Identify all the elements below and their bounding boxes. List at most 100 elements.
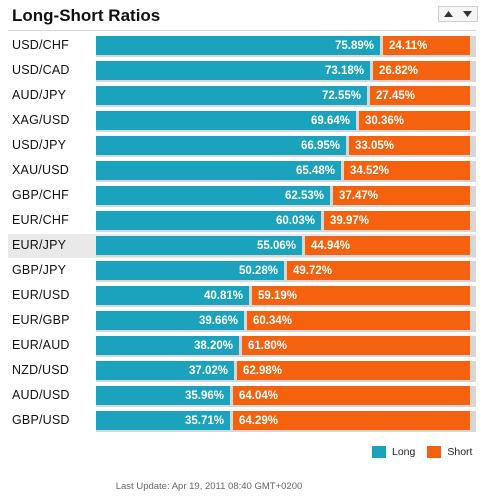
header-divider: [8, 30, 476, 31]
long-bar: 66.95%: [96, 136, 346, 155]
short-percent: 61.80%: [248, 339, 288, 352]
ratio-bar: 50.28% 49.72%: [96, 261, 476, 282]
short-percent: 49.72%: [293, 264, 333, 277]
short-percent: 27.45%: [376, 89, 416, 102]
short-bar: 62.98%: [237, 361, 470, 380]
short-bar: 61.80%: [242, 336, 470, 355]
long-percent: 38.20%: [193, 339, 233, 352]
pair-label: NZD/USD: [12, 363, 69, 377]
long-bar: 39.66%: [96, 311, 244, 330]
short-bar: 44.94%: [305, 236, 470, 255]
short-bar: 26.82%: [373, 61, 470, 80]
legend-label-long: Long: [392, 446, 416, 458]
ratio-row[interactable]: XAU/USD 65.48% 34.52%: [0, 159, 482, 184]
long-percent: 35.71%: [184, 414, 224, 427]
pair-label: USD/CAD: [12, 63, 70, 77]
ratio-row[interactable]: USD/JPY 66.95% 33.05%: [0, 134, 482, 159]
ratio-row[interactable]: GBP/USD 35.71% 64.29%: [0, 409, 482, 434]
ratio-bar: 72.55% 27.45%: [96, 86, 476, 107]
ratio-row[interactable]: USD/CHF 75.89% 24.11%: [0, 34, 482, 59]
long-bar: 37.02%: [96, 361, 234, 380]
page-title: Long-Short Ratios: [12, 6, 161, 25]
ratio-bar: 35.71% 64.29%: [96, 411, 476, 432]
ratio-row[interactable]: EUR/AUD 38.20% 61.80%: [0, 334, 482, 359]
short-bar: 33.05%: [349, 136, 470, 155]
ratio-row[interactable]: GBP/JPY 50.28% 49.72%: [0, 259, 482, 284]
long-bar: 55.06%: [96, 236, 302, 255]
pair-label: AUD/JPY: [12, 88, 67, 102]
pair-label: EUR/USD: [12, 288, 70, 302]
legend-swatch-short: [427, 446, 442, 458]
ratio-bar: 38.20% 61.80%: [96, 336, 476, 357]
pair-label: GBP/CHF: [12, 188, 69, 202]
long-percent: 72.55%: [321, 89, 361, 102]
pair-label: EUR/GBP: [12, 313, 70, 327]
long-bar: 69.64%: [96, 111, 356, 130]
short-percent: 59.19%: [258, 289, 298, 302]
short-bar: 37.47%: [333, 186, 470, 205]
triangle-up-icon[interactable]: [439, 7, 458, 21]
long-percent: 39.66%: [198, 314, 238, 327]
short-bar: 27.45%: [370, 86, 470, 105]
ratio-bar: 66.95% 33.05%: [96, 136, 476, 157]
long-bar: 60.03%: [96, 211, 321, 230]
short-bar: 64.04%: [233, 386, 470, 405]
short-percent: 64.04%: [239, 389, 279, 402]
short-percent: 60.34%: [253, 314, 293, 327]
ratio-row[interactable]: XAG/USD 69.64% 30.36%: [0, 109, 482, 134]
legend-label-short: Short: [447, 446, 473, 458]
long-bar: 50.28%: [96, 261, 284, 280]
long-percent: 40.81%: [203, 289, 243, 302]
ratio-row[interactable]: EUR/CHF 60.03% 39.97%: [0, 209, 482, 234]
short-percent: 39.97%: [330, 214, 370, 227]
long-bar: 75.89%: [96, 36, 380, 55]
ratio-row[interactable]: GBP/CHF 62.53% 37.47%: [0, 184, 482, 209]
legend-item-long: Long: [372, 446, 415, 458]
legend-item-short: Short: [427, 446, 472, 458]
short-percent: 64.29%: [239, 414, 279, 427]
ratio-bar: 69.64% 30.36%: [96, 111, 476, 132]
pair-label: GBP/JPY: [12, 263, 67, 277]
legend: Long Short: [372, 446, 482, 458]
long-bar: 72.55%: [96, 86, 367, 105]
ratio-row[interactable]: USD/CAD 73.18% 26.82%: [0, 59, 482, 84]
long-percent: 62.53%: [284, 189, 324, 202]
long-bar: 35.71%: [96, 411, 230, 430]
short-percent: 62.98%: [243, 364, 283, 377]
pair-label: EUR/CHF: [12, 213, 69, 227]
short-percent: 44.94%: [311, 239, 351, 252]
pair-label: XAU/USD: [12, 163, 69, 177]
short-bar: 39.97%: [324, 211, 470, 230]
short-percent: 33.05%: [355, 139, 395, 152]
ratio-bar: 55.06% 44.94%: [96, 236, 476, 257]
sort-controls: [438, 6, 478, 22]
short-percent: 26.82%: [379, 64, 419, 77]
pair-label: USD/JPY: [12, 138, 67, 152]
long-percent: 69.64%: [310, 114, 350, 127]
long-percent: 65.48%: [295, 164, 335, 177]
ratio-row[interactable]: EUR/USD 40.81% 59.19%: [0, 284, 482, 309]
long-percent: 55.06%: [256, 239, 296, 252]
short-bar: 59.19%: [252, 286, 470, 305]
pair-label: USD/CHF: [12, 38, 69, 52]
pair-label: GBP/USD: [12, 413, 70, 427]
short-bar: 24.11%: [383, 36, 470, 55]
short-bar: 64.29%: [233, 411, 470, 430]
long-bar: 65.48%: [96, 161, 341, 180]
long-bar: 62.53%: [96, 186, 330, 205]
pair-label: AUD/USD: [12, 388, 70, 402]
ratio-list: USD/CHF 75.89% 24.11% USD/CAD 73.18% 26.82% AU…: [0, 34, 482, 434]
long-bar: 73.18%: [96, 61, 370, 80]
ratio-bar: 73.18% 26.82%: [96, 61, 476, 82]
ratio-bar: 39.66% 60.34%: [96, 311, 476, 332]
ratio-row[interactable]: AUD/JPY 72.55% 27.45%: [0, 84, 482, 109]
ratio-bar: 60.03% 39.97%: [96, 211, 476, 232]
triangle-down-icon[interactable]: [458, 7, 477, 21]
ratio-row[interactable]: AUD/USD 35.96% 64.04%: [0, 384, 482, 409]
ratio-row[interactable]: EUR/GBP 39.66% 60.34%: [0, 309, 482, 334]
ratio-row[interactable]: NZD/USD 37.02% 62.98%: [0, 359, 482, 384]
short-bar: 34.52%: [344, 161, 470, 180]
ratio-row[interactable]: EUR/JPY 55.06% 44.94%: [0, 234, 482, 259]
long-bar: 40.81%: [96, 286, 249, 305]
short-bar: 60.34%: [247, 311, 470, 330]
